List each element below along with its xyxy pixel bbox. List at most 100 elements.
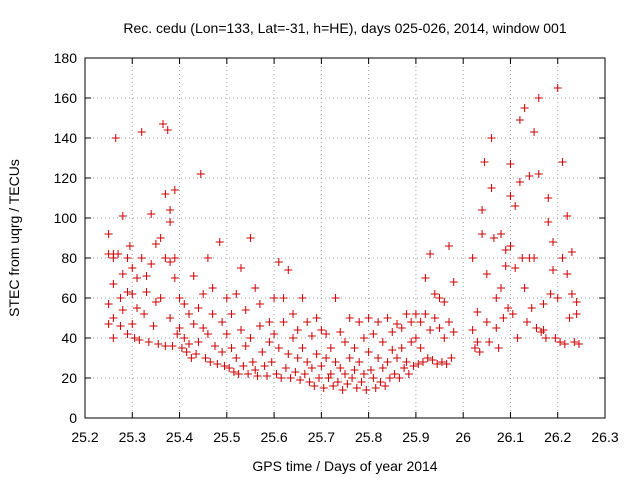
data-point [525, 172, 534, 180]
data-point [381, 382, 390, 390]
data-point [104, 300, 113, 308]
data-point [378, 364, 387, 372]
data-point [499, 314, 508, 322]
x-tick-label: 25.9 [402, 429, 429, 445]
data-point [237, 326, 245, 334]
data-point [397, 324, 406, 332]
data-point [203, 330, 212, 338]
data-point [407, 338, 416, 346]
data-point [265, 318, 274, 326]
y-tick-label: 40 [61, 330, 77, 346]
data-point [385, 374, 394, 382]
data-point [208, 310, 217, 318]
data-point [267, 358, 276, 366]
data-point [341, 338, 349, 346]
data-point [485, 338, 494, 346]
data-point [549, 266, 557, 274]
data-point [357, 378, 366, 386]
data-point [520, 104, 529, 112]
data-point [125, 242, 134, 250]
data-point [333, 378, 342, 386]
data-point [199, 324, 208, 332]
data-point [369, 374, 378, 382]
data-point [159, 120, 167, 128]
data-point [523, 318, 531, 326]
data-point [227, 344, 236, 352]
data-point [229, 368, 238, 376]
data-point [147, 260, 156, 268]
data-point [109, 280, 118, 288]
x-axis-label: GPS time / Days of year 2014 [252, 458, 437, 474]
data-point [258, 348, 267, 356]
data-point [303, 358, 312, 366]
data-point [317, 362, 326, 370]
data-point [489, 234, 498, 242]
data-point [501, 246, 510, 254]
data-point [388, 346, 397, 354]
data-point [284, 266, 293, 274]
data-point [435, 324, 444, 332]
data-point [393, 354, 401, 362]
data-point [185, 310, 193, 318]
y-tick-label: 80 [61, 250, 77, 266]
data-point [218, 348, 227, 356]
data-point [140, 310, 149, 318]
data-point [383, 314, 392, 322]
data-point [142, 272, 151, 280]
data-point [473, 338, 482, 346]
data-point [504, 304, 513, 312]
data-point [312, 350, 321, 358]
data-point [279, 294, 288, 302]
data-point [482, 318, 491, 326]
data-point [222, 330, 231, 338]
data-point [194, 338, 203, 346]
data-point [378, 338, 387, 346]
data-point [572, 310, 581, 318]
data-point [289, 334, 297, 342]
data-point [182, 348, 191, 356]
data-point [215, 238, 224, 246]
data-point [560, 340, 569, 348]
x-tick-label: 26.3 [591, 429, 618, 445]
x-tick-label: 25.7 [308, 429, 335, 445]
data-point [359, 370, 368, 378]
data-point [549, 238, 557, 246]
data-point [206, 358, 215, 366]
data-point [374, 318, 383, 326]
data-point [253, 372, 262, 380]
x-tick-label: 25.2 [71, 429, 98, 445]
data-point [506, 192, 515, 200]
data-point [426, 326, 435, 334]
y-tick-label: 180 [54, 50, 78, 66]
data-point [497, 230, 505, 238]
data-point [180, 334, 189, 342]
data-point [286, 374, 295, 382]
data-point [232, 290, 241, 298]
data-point [187, 354, 196, 362]
data-point [189, 272, 198, 280]
data-point [563, 270, 572, 278]
data-point [331, 358, 340, 366]
data-point [416, 318, 425, 326]
data-point [170, 274, 179, 282]
data-point [192, 350, 201, 358]
data-point [355, 358, 364, 366]
data-point [338, 386, 347, 394]
data-point [364, 314, 373, 322]
data-point [255, 300, 264, 308]
data-point [530, 254, 539, 262]
data-point [274, 344, 283, 352]
data-point [530, 128, 539, 136]
data-point [475, 348, 484, 356]
data-point [118, 306, 127, 314]
data-point [310, 382, 319, 390]
data-point [239, 362, 248, 370]
data-point [272, 370, 281, 378]
data-point [255, 322, 264, 330]
data-point [409, 362, 418, 370]
data-point [326, 344, 335, 352]
data-point [225, 364, 234, 372]
data-point [414, 360, 423, 368]
data-point [345, 314, 354, 322]
